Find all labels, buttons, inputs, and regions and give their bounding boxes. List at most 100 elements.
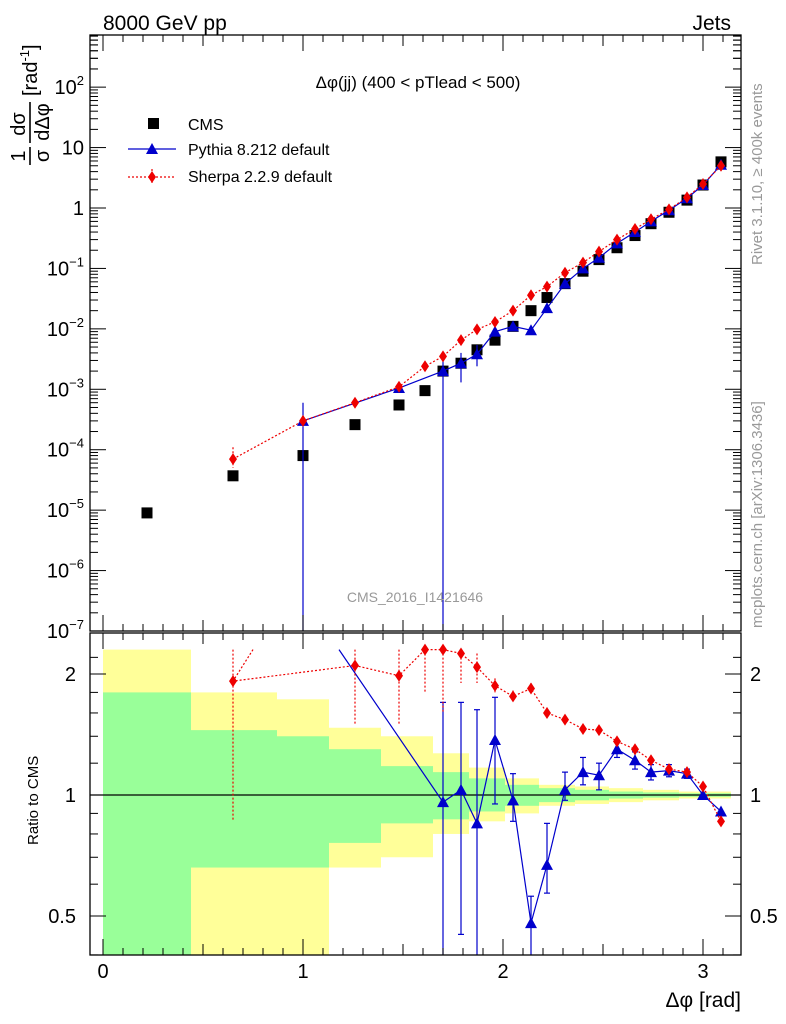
sherpa-point <box>683 191 691 204</box>
sherpa-point <box>665 763 673 776</box>
x-tick-label: 1 <box>297 961 308 983</box>
y-tick-label: 10−5 <box>47 496 84 522</box>
x-tick-label: 0 <box>97 961 108 983</box>
sherpa-point <box>527 289 535 302</box>
sherpa-line <box>232 165 722 460</box>
pythia-point <box>455 783 467 795</box>
ratio-data-layer <box>229 643 727 955</box>
sherpa-point <box>351 659 359 672</box>
collision-title: 8000 GeV pp <box>103 12 227 35</box>
x-tick-label: 3 <box>697 961 708 983</box>
sherpa-point <box>351 396 359 409</box>
pythia-point <box>525 917 537 929</box>
sherpa-point <box>665 203 673 216</box>
y-tick-label: 10−7 <box>47 617 84 643</box>
pythia-point <box>437 796 449 808</box>
ylabel-unit: [rad-1] <box>17 44 42 96</box>
sherpa-point <box>561 713 569 726</box>
legend-entry-sherpa: Sherpa 2.2.9 default <box>128 169 333 186</box>
y-tick-label: 10−1 <box>47 254 84 280</box>
sherpa-point <box>439 350 447 363</box>
sherpa-point <box>491 315 499 328</box>
sherpa-point <box>579 256 587 269</box>
ratio-y-tick-label-right: 0.5 <box>750 906 778 928</box>
pythia-point <box>593 769 605 781</box>
pythia-point <box>489 325 501 337</box>
y-tick-label-base: 10 <box>47 440 69 462</box>
sherpa-point <box>683 766 691 779</box>
y-tick-label: 10−3 <box>47 375 84 401</box>
y-tick-label: 102 <box>55 73 84 99</box>
ratio-y-tick-label-right: 2 <box>750 664 761 686</box>
sherpa-point <box>579 722 587 735</box>
pythia-point <box>559 277 571 289</box>
y-tick-label: 10 <box>62 138 84 160</box>
pythia-point <box>697 789 709 800</box>
y-tick-label-exp: −2 <box>69 315 84 330</box>
process-title: Jets <box>692 12 731 35</box>
sherpa-point <box>457 647 465 660</box>
main-frame <box>89 34 742 632</box>
analysis-watermark: CMS_2016_I1421646 <box>347 589 483 605</box>
y-tick-label-base: 10 <box>47 621 69 643</box>
sherpa-point <box>613 233 621 246</box>
legend-cms-label: CMS <box>188 117 224 134</box>
pythia-point <box>541 302 553 314</box>
sherpa-point <box>299 414 307 427</box>
ylabel-dsigma: dσ <box>8 112 30 136</box>
pythia-point <box>541 858 553 870</box>
legend: CMS Pythia 8.212 default Sherpa 2.2.9 de… <box>128 117 333 186</box>
band-inner <box>103 692 191 955</box>
sherpa-point <box>613 735 621 748</box>
sherpa-point <box>229 453 237 466</box>
cms-point <box>393 399 405 411</box>
sherpa-point <box>395 669 403 682</box>
band-inner <box>329 749 381 843</box>
y-tick-label-exp: −1 <box>69 254 84 269</box>
ylabel-unit-base: [rad <box>20 62 42 96</box>
y-tick-label: 10−6 <box>47 557 84 583</box>
main-data-layer <box>141 156 727 631</box>
pythia-point <box>507 794 519 806</box>
ylabel-sigma: σ <box>32 149 54 162</box>
legend-sherpa-label: Sherpa 2.2.9 default <box>188 169 333 186</box>
y-tick-label-exp: −5 <box>69 496 84 511</box>
pythia-point <box>507 320 519 332</box>
y-tick-label-base: 10 <box>47 379 69 401</box>
ratio-y-tick-label: 1 <box>65 785 76 807</box>
pythia-point <box>437 365 449 377</box>
ratio-axes: 0 1 2 3 0.5 0.5 1 1 2 2 <box>48 633 778 983</box>
ylabel-unit-close: ] <box>20 44 42 50</box>
sherpa-point <box>527 682 535 695</box>
pythia-point <box>471 348 483 360</box>
y-tick-label-exp: −7 <box>69 617 84 632</box>
y-tick-label-exp: −6 <box>69 557 84 572</box>
cms-point <box>141 507 153 519</box>
y-tick-label: 10−2 <box>47 315 84 341</box>
y-tick-label: 1 <box>73 198 84 220</box>
sherpa-point <box>717 159 725 172</box>
sherpa-point <box>595 724 603 737</box>
sherpa-point <box>473 323 481 336</box>
x-tick-label: 2 <box>497 961 508 983</box>
pythia-point <box>629 754 641 766</box>
sherpa-point <box>473 661 481 674</box>
y-tick-label-base: 10 <box>47 561 69 583</box>
sherpa-point <box>229 675 237 688</box>
sherpa-point <box>421 643 429 656</box>
pythia-point <box>489 734 501 746</box>
ratio-y-axis-title: Ratio to CMS <box>25 756 42 845</box>
plot-title: Δφ(jj) (400 < pTlead < 500) <box>316 73 521 92</box>
sherpa-point <box>509 690 517 703</box>
y-tick-label-exp: 2 <box>77 73 84 88</box>
sherpa-point <box>647 754 655 767</box>
ratio-panel: 0 1 2 3 0.5 0.5 1 1 2 2 Ratio to CMS Δφ [rad] <box>25 632 778 1012</box>
sherpa-point <box>699 780 707 793</box>
cms-point <box>227 470 239 482</box>
pythia-point <box>577 766 589 778</box>
y-tick-label-base: 10 <box>55 77 77 99</box>
pythia-point <box>715 805 727 817</box>
y-tick-label-base: 10 <box>47 319 69 341</box>
ylabel-ddphi: dΔφ <box>32 103 54 140</box>
cms-point <box>525 305 537 317</box>
